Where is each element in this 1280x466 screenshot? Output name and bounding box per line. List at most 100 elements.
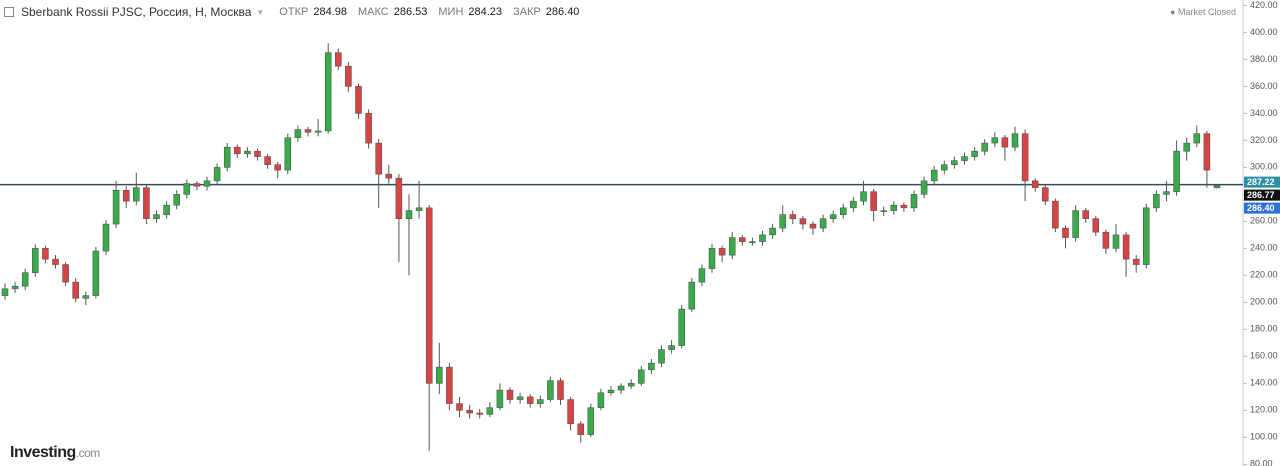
- y-tick-label: 180.00: [1250, 324, 1278, 334]
- price-label-bg: [1244, 189, 1280, 201]
- candle-body: [244, 150, 251, 155]
- dropdown-arrow[interactable]: ▼: [256, 7, 265, 17]
- candle-body: [11, 285, 19, 290]
- candle-body: [213, 167, 221, 182]
- candle-body: [930, 169, 938, 182]
- candle-body: [486, 407, 494, 415]
- candle-body: [1001, 137, 1009, 148]
- y-tick-label: 240.00: [1250, 243, 1278, 253]
- candle-body: [1163, 191, 1170, 195]
- candle-body: [395, 177, 403, 219]
- candle-body: [537, 399, 544, 404]
- candle-body: [254, 150, 261, 157]
- candle-body: [1011, 133, 1019, 148]
- candle-body: [446, 366, 453, 404]
- candle-body: [92, 250, 100, 296]
- candle-body: [829, 214, 837, 219]
- price-label: 286.77: [1247, 190, 1275, 200]
- logo-suffix: .com: [75, 446, 101, 460]
- candle-body: [304, 129, 312, 133]
- candle-body: [516, 396, 524, 400]
- price-label: 287.22: [1247, 177, 1275, 187]
- candle-body: [819, 218, 827, 229]
- candle-body: [587, 407, 595, 435]
- candle-body: [1021, 133, 1029, 182]
- y-tick-label: 380.00: [1250, 54, 1278, 64]
- y-tick-label: 200.00: [1250, 297, 1278, 307]
- candle-body: [506, 389, 514, 400]
- candle-body: [809, 223, 817, 229]
- candle-body: [345, 65, 352, 87]
- candle-body: [223, 146, 231, 168]
- logo-name: Investing: [10, 444, 76, 461]
- candle-body: [789, 214, 797, 219]
- candle-body: [728, 237, 736, 256]
- candle-body: [193, 183, 201, 187]
- candle-body: [183, 183, 191, 195]
- candle-body: [375, 142, 382, 175]
- candle-body: [365, 113, 372, 144]
- y-tick-label: 420.00: [1250, 0, 1278, 10]
- chart-title: Sberbank Rossii PJSC, Россия, H, Москва: [21, 5, 252, 19]
- collapse-icon[interactable]: [4, 7, 14, 17]
- candle-body: [880, 210, 887, 212]
- candle-body: [577, 423, 584, 435]
- candle-body: [456, 403, 463, 411]
- candle-body: [951, 160, 958, 165]
- candle-body: [173, 194, 180, 206]
- candle-body: [900, 204, 908, 209]
- candle-body: [941, 164, 948, 171]
- candle-body: [415, 207, 423, 211]
- candle-body: [1092, 218, 1100, 233]
- header-label: МАКС: [357, 6, 389, 18]
- candle-body: [112, 190, 120, 225]
- candle-body: [163, 204, 170, 215]
- candle-body: [385, 173, 393, 179]
- logo: Investing.com: [10, 444, 100, 462]
- candle-body: [1112, 234, 1120, 249]
- header: Sberbank Rossii PJSC, Россия, H, Москва …: [4, 5, 586, 19]
- candle-body: [597, 392, 605, 408]
- candle-body: [1143, 207, 1150, 265]
- candle-body: [840, 207, 847, 215]
- candle-body: [1132, 258, 1140, 265]
- header-label: МИН: [438, 6, 464, 18]
- header-value: 284.98: [313, 6, 347, 18]
- y-tick-label: 220.00: [1250, 270, 1278, 280]
- candle-body: [294, 129, 302, 138]
- candle-body: [1213, 185, 1221, 188]
- candle-body: [890, 204, 898, 211]
- candle-body: [961, 156, 968, 161]
- candle-body: [476, 412, 483, 415]
- candle-body: [32, 248, 39, 273]
- candle-body: [122, 190, 130, 202]
- candle-body: [557, 380, 564, 400]
- candle-body: [264, 156, 271, 165]
- candle-body: [1173, 150, 1180, 192]
- candle-body: [436, 366, 443, 384]
- candle-body: [1072, 210, 1079, 238]
- candle-body: [708, 248, 716, 269]
- candle-body: [739, 237, 746, 242]
- candle-body: [1203, 133, 1211, 171]
- candle-body: [870, 191, 877, 211]
- candle-body: [1082, 210, 1089, 219]
- candle-body: [284, 137, 292, 171]
- candle-body: [627, 383, 635, 387]
- candle-body: [910, 194, 918, 209]
- candle-body: [234, 146, 241, 155]
- candle-body: [718, 248, 726, 256]
- candle-body: [42, 248, 49, 260]
- candle-body: [1153, 194, 1160, 209]
- y-tick-label: 140.00: [1250, 378, 1278, 388]
- candle-body: [799, 218, 807, 225]
- y-tick-label: 160.00: [1250, 351, 1278, 361]
- candle-body: [991, 137, 999, 144]
- price-label-bg: [1244, 202, 1280, 214]
- y-tick-label: 100.00: [1250, 432, 1278, 442]
- y-tick-label: 300.00: [1250, 162, 1278, 172]
- candle-body: [1052, 200, 1059, 229]
- candle-body: [425, 207, 433, 384]
- candle-body: [72, 281, 79, 299]
- candle-body: [668, 345, 675, 350]
